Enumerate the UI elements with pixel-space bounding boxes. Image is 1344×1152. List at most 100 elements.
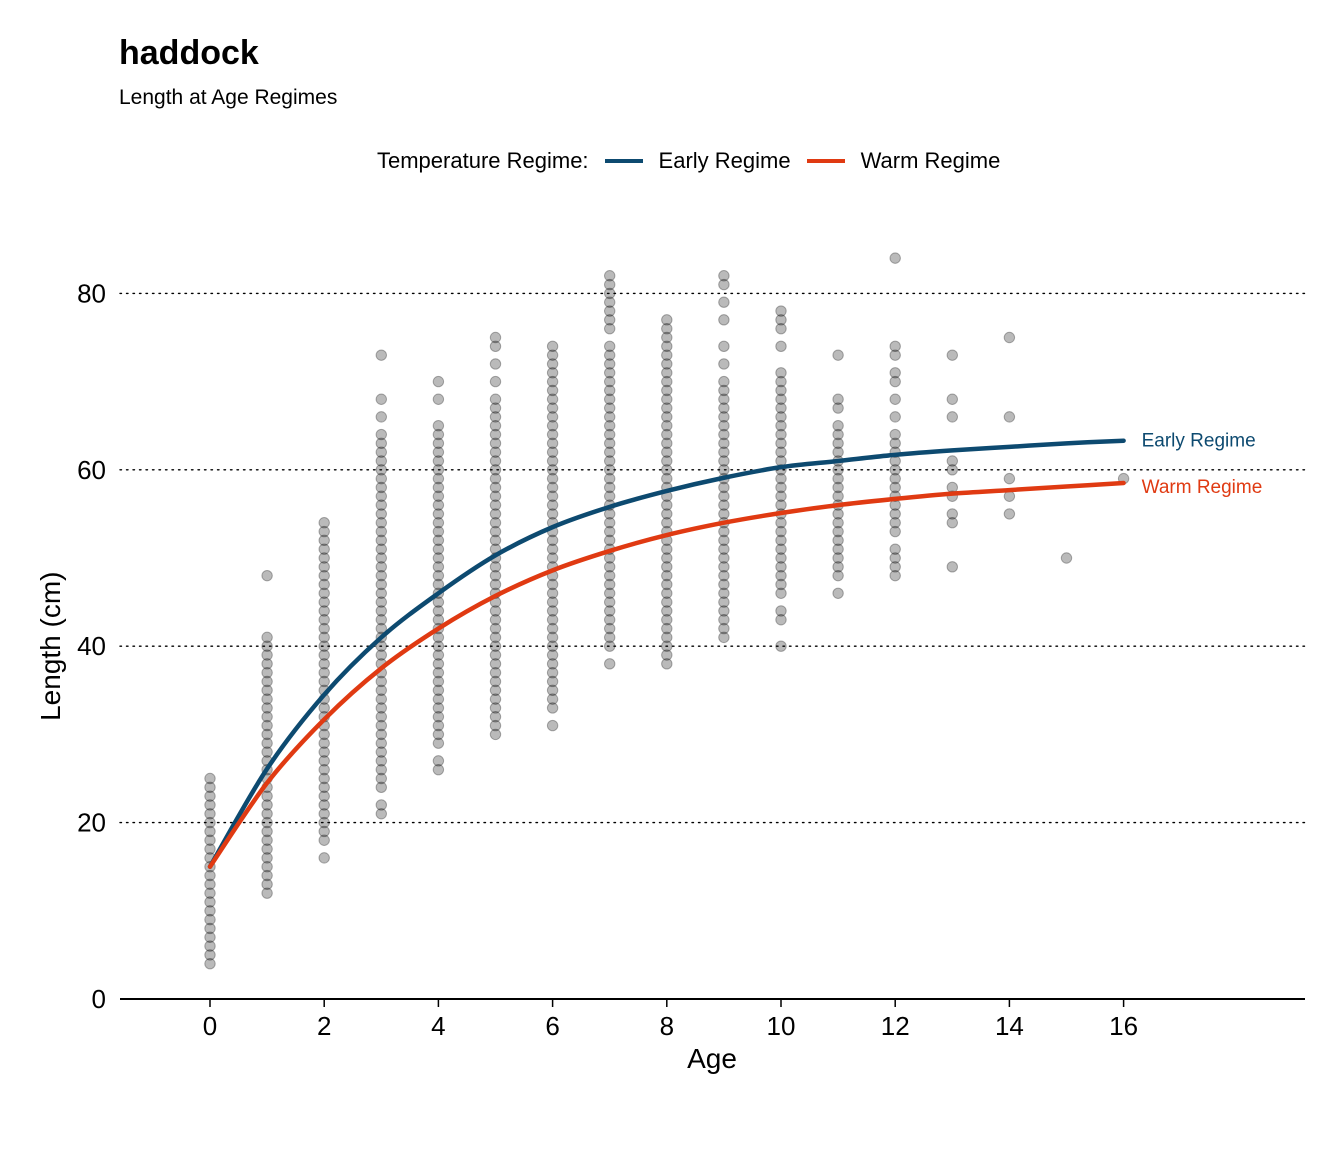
axes: 0 20 40 60 80 0 2 4 6 8 10 12 14 16 Age Length (cm) xyxy=(35,278,1305,1074)
observation-point xyxy=(375,614,387,626)
observation-point xyxy=(375,508,387,520)
observation-point xyxy=(661,358,673,370)
observation-point xyxy=(604,525,616,538)
observation-point xyxy=(718,340,730,353)
observation-point xyxy=(489,437,502,450)
observation-point xyxy=(775,340,787,353)
observation-point xyxy=(432,472,445,485)
observation-point xyxy=(546,446,559,458)
observation-point xyxy=(375,428,387,441)
observation-point xyxy=(489,640,502,652)
observation-point xyxy=(889,552,901,564)
observation-point xyxy=(546,666,559,679)
observation-point xyxy=(489,446,502,458)
observation-point xyxy=(261,693,273,705)
observation-point xyxy=(318,561,330,573)
legend-key-warm xyxy=(806,159,845,163)
observation-point xyxy=(546,428,559,441)
observation-point xyxy=(661,322,673,335)
observation-point xyxy=(604,596,616,608)
observation-point xyxy=(375,728,387,741)
observation-point xyxy=(432,596,445,608)
observation-point xyxy=(375,525,387,538)
observation-point xyxy=(832,543,844,555)
observation-point xyxy=(375,499,387,511)
observation-point xyxy=(775,490,787,502)
observation-point xyxy=(1003,411,1016,423)
observation-point xyxy=(318,658,330,670)
observation-point xyxy=(718,561,730,573)
observation-point xyxy=(546,490,559,502)
observation-point xyxy=(946,561,958,573)
observation-point xyxy=(604,287,616,300)
observation-point xyxy=(375,587,387,599)
observation-point xyxy=(546,481,559,494)
observation-point xyxy=(661,428,673,441)
observation-point xyxy=(604,305,616,317)
observation-point xyxy=(718,420,730,432)
observation-point xyxy=(604,270,616,282)
observation-point xyxy=(718,587,730,599)
observation-point xyxy=(432,534,445,547)
observation-point xyxy=(261,658,273,670)
observation-point xyxy=(261,825,273,838)
observation-point xyxy=(375,446,387,458)
observation-point xyxy=(661,349,673,361)
observation-point xyxy=(546,658,559,670)
observation-points xyxy=(204,252,1130,970)
observation-point xyxy=(375,552,387,564)
observation-point xyxy=(432,428,445,441)
observation-point xyxy=(489,728,502,741)
observation-point xyxy=(775,481,787,494)
observation-point xyxy=(261,728,273,741)
observation-point xyxy=(775,517,787,529)
observation-point xyxy=(432,525,445,538)
observation-point xyxy=(604,614,616,626)
observation-point xyxy=(832,552,844,564)
observation-point xyxy=(204,808,216,820)
observation-point xyxy=(261,834,273,846)
observation-point xyxy=(546,605,559,617)
observation-point xyxy=(889,508,901,520)
observation-point xyxy=(318,640,330,652)
observation-point xyxy=(261,843,273,855)
observation-point xyxy=(318,614,330,626)
observation-point xyxy=(718,569,730,582)
observation-point xyxy=(204,878,216,891)
observation-point xyxy=(604,428,616,441)
observation-point xyxy=(318,834,330,846)
observation-point xyxy=(889,525,901,538)
observation-point xyxy=(204,931,216,943)
observation-point xyxy=(261,746,273,758)
observation-point xyxy=(375,464,387,476)
observation-point xyxy=(775,640,787,652)
observation-point xyxy=(432,508,445,520)
observation-point xyxy=(661,367,673,379)
observation-point xyxy=(546,455,559,467)
observation-point xyxy=(604,367,616,379)
observation-point xyxy=(661,578,673,591)
observation-point xyxy=(718,314,730,326)
observation-point xyxy=(775,534,787,547)
observation-point xyxy=(832,517,844,529)
observation-point xyxy=(775,472,787,485)
observation-point xyxy=(432,728,445,741)
observation-point xyxy=(775,446,787,458)
observation-point xyxy=(318,816,330,829)
observation-point xyxy=(661,464,673,476)
observation-point xyxy=(718,296,730,308)
observation-point xyxy=(889,367,901,379)
gridlines xyxy=(119,292,1306,824)
chart-subtitle: Length at Age Regimes xyxy=(119,86,338,109)
observation-point xyxy=(718,508,730,520)
observation-point xyxy=(432,517,445,529)
observation-point xyxy=(661,569,673,582)
observation-point xyxy=(432,464,445,476)
observation-point xyxy=(489,684,502,696)
observation-point xyxy=(432,393,445,405)
observation-point xyxy=(832,508,844,520)
observation-point xyxy=(661,596,673,608)
observation-point xyxy=(661,455,673,467)
observation-point xyxy=(718,411,730,423)
observation-point xyxy=(661,561,673,573)
